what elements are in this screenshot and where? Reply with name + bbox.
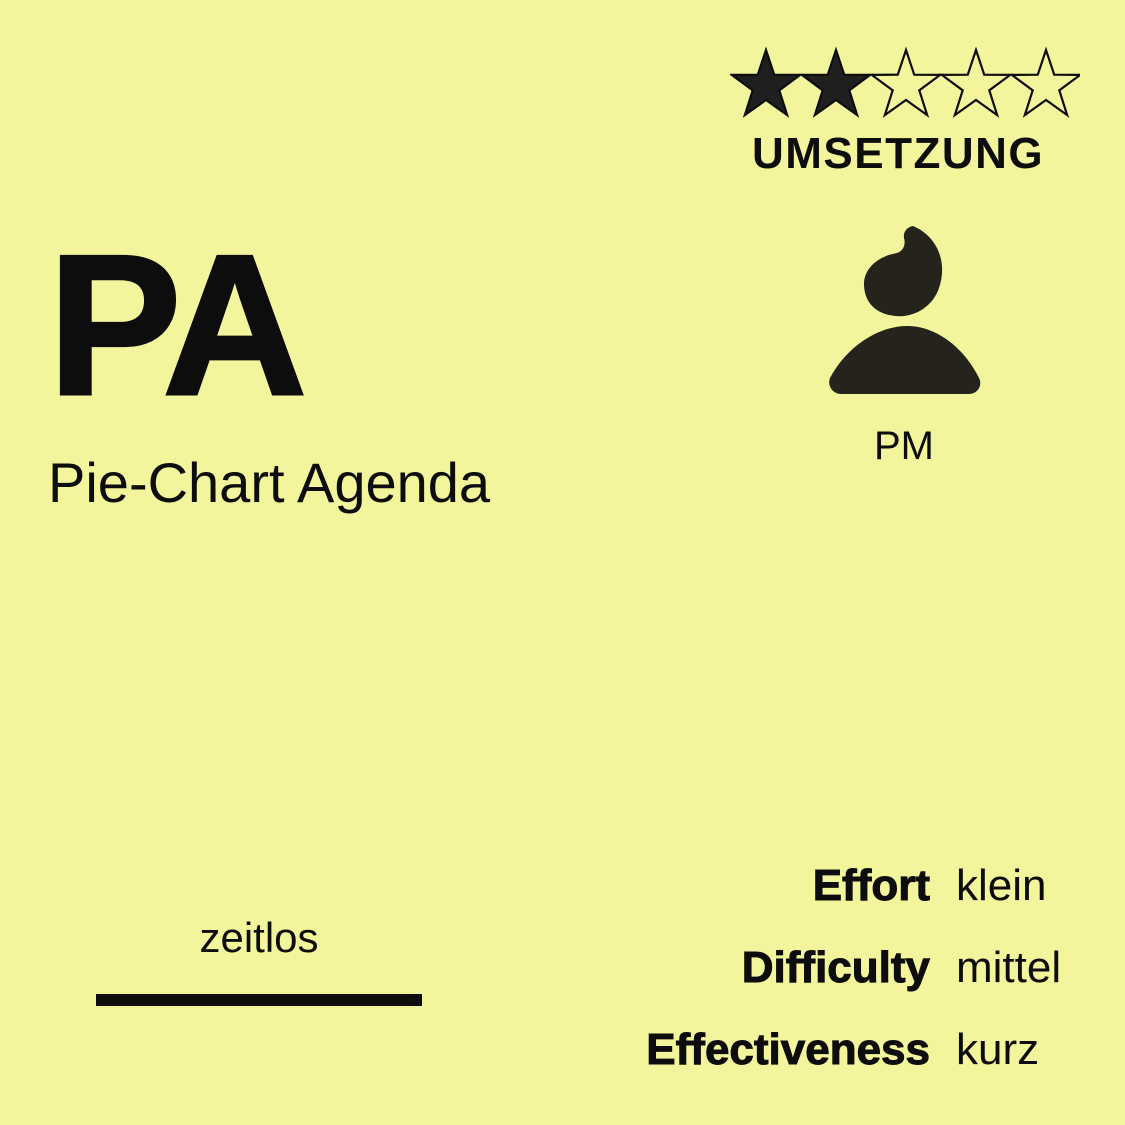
star-empty-icon <box>868 46 944 118</box>
rating <box>730 44 1080 124</box>
star-filled-icon <box>730 46 804 118</box>
person-icon <box>829 226 981 394</box>
metric-value: klein <box>956 861 1047 910</box>
method-code: PA <box>47 214 309 437</box>
metric-value: kurz <box>956 1025 1040 1074</box>
metric-effectiveness: Effectiveness kurz <box>560 1020 1100 1102</box>
rating-label: UMSETZUNG <box>752 129 1045 178</box>
timeframe-bar <box>96 994 422 1006</box>
metric-label: Difficulty <box>741 943 930 993</box>
metric-label: Effectiveness <box>646 1025 931 1075</box>
metric-label: Effort <box>812 861 930 911</box>
timeframe-label: zeitlos <box>199 914 319 961</box>
role-label: PM <box>874 424 934 468</box>
star-empty-icon <box>938 46 1014 118</box>
star-empty-icon <box>1008 46 1080 118</box>
star-filled-icon <box>798 46 874 118</box>
rating-stars <box>730 46 1080 118</box>
metrics-list: Effort klein Difficulty mittel Effective… <box>560 856 1100 1102</box>
metric-effort: Effort klein <box>560 856 1100 938</box>
method-title: Pie-Chart Agenda <box>48 451 491 514</box>
metric-difficulty: Difficulty mittel <box>560 938 1100 1020</box>
metric-value: mittel <box>956 943 1062 992</box>
